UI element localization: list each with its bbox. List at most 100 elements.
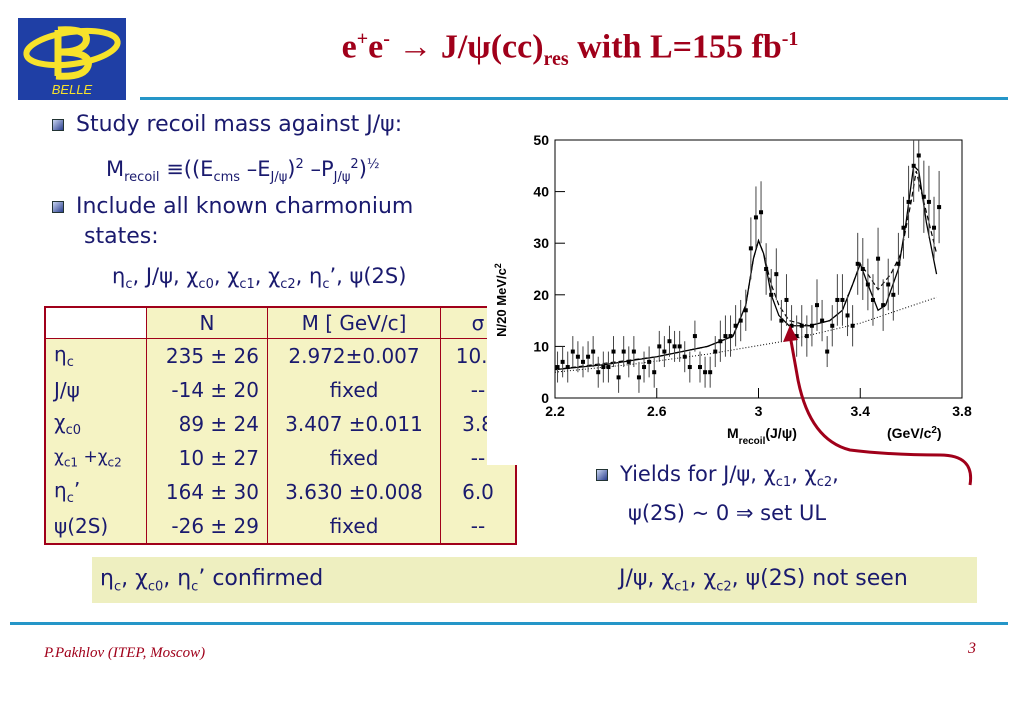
data-point [611,349,616,354]
x-axis-label: Mrecoil(J/ψ) [727,425,797,447]
data-point [606,365,611,370]
data-point [876,256,881,261]
data-point [911,163,916,168]
yield-cell: -14 ± 20 [146,373,268,407]
belle-logo: BELLE [18,18,126,100]
y-tick-label: 50 [533,132,549,148]
data-point [728,334,733,339]
data-point [738,318,743,323]
y-tick-label: 40 [533,184,549,200]
bullet-icon [52,201,64,213]
fit-results-table: N M [ GeV/c] σ ηc 235 ± 26 2.972±0.007 1… [44,306,517,545]
data-point [713,349,718,354]
data-point [865,282,870,287]
plot-background [487,130,982,465]
data-point [621,349,626,354]
mass-cell: fixed [267,373,441,407]
data-point [626,359,631,364]
data-point [703,370,708,375]
data-point [809,323,814,328]
slide-title: e+e- → J/ψ(cc)res with L=155 fb-1 [341,28,799,71]
data-point [586,354,591,359]
sigma-cell: 6.0 [440,475,516,509]
data-point [774,272,779,277]
data-point [616,375,621,380]
data-point [748,246,753,251]
data-point [753,215,758,220]
data-point [718,339,723,344]
data-point [799,323,804,328]
state-cell: χc0 [44,407,147,441]
data-point [647,359,652,364]
state-cell: ηc’ [44,475,147,509]
bullet-yields: Yields for J/ψ, χc1, χc2, ψ(2S) ~ 0 ⇒ se… [596,459,839,528]
y-axis-label: N/20 MeV/c2 [493,263,509,337]
state-cell: J/ψ [44,373,147,407]
recoil-mass-formula: Mrecoil ≡((Ecms –EJ/ψ)2 –PJ/ψ2)½ [106,157,380,186]
data-point [860,267,865,271]
annotation-arrow [783,325,973,486]
data-point [580,359,585,364]
data-point [815,303,820,308]
x-tick-label: 2.2 [545,403,565,419]
bullet-charmonium: Include all known charmonium states: [52,192,413,252]
data-point [794,334,799,339]
data-point [820,318,825,323]
not-seen-text: J/ψ, χc1, χc2, ψ(2S) not seen [619,566,908,595]
table-header-row: N M [ GeV/c] σ [44,307,516,339]
data-point [764,267,769,271]
bullet-icon [596,469,608,481]
data-point [743,308,748,313]
data-point [601,365,606,370]
data-point [932,225,937,230]
mass-cell: 3.407 ±0.011 [267,407,441,441]
y-tick-label: 0 [541,390,549,406]
data-point [570,349,575,354]
data-point [886,282,891,287]
data-point [652,370,657,375]
header-rule [140,97,1008,100]
charmonium-states: ηc, J/ψ, χc0, χc1, χc2, ηc’, ψ(2S) [112,264,407,293]
data-point [921,194,926,199]
footer-rule [10,622,1008,625]
x-tick-label: 3.4 [851,403,871,419]
bullet-icon [52,119,64,131]
data-point [769,292,774,297]
footer-author: P.Pakhlov (ITEP, Moscow) [44,645,206,661]
data-point [855,261,860,266]
recoil-mass-plot: 2.2 2.6 3 3.4 3.8 0 10 20 30 40 50 N/20 MeV/c2 Mre… [487,130,982,465]
mass-cell: fixed [267,441,441,475]
data-point [789,323,794,328]
data-point [636,375,641,380]
data-point [662,349,667,354]
mass-cell: 2.972±0.007 [267,338,441,373]
table-row: χc0 89 ± 24 3.407 ±0.011 3.8 [44,407,516,441]
data-point [697,365,702,370]
data-point [906,199,911,204]
table-header-n: N [146,307,268,339]
table-row: ψ(2S) -26 ± 29 fixed -- [44,509,516,544]
data-point [642,365,647,370]
data-point [596,370,601,375]
data-point [723,334,728,339]
data-point [804,334,809,339]
data-point [657,344,662,349]
data-point [850,323,855,328]
data-point [692,334,697,339]
data-point [631,349,636,354]
data-point [916,153,921,158]
data-point [682,354,687,359]
table-row: J/ψ -14 ± 20 fixed -- [44,373,516,407]
table-header-blank [44,307,147,339]
data-point [830,323,835,328]
data-point [677,344,682,349]
page-number: 3 [968,640,976,657]
data-point [896,261,901,266]
data-point [891,292,896,297]
yield-cell: -26 ± 29 [146,509,268,544]
y-tick-label: 10 [533,338,549,354]
data-point [672,344,677,349]
x-tick-label: 2.6 [647,403,667,419]
data-point [901,225,906,230]
data-point [708,370,713,375]
